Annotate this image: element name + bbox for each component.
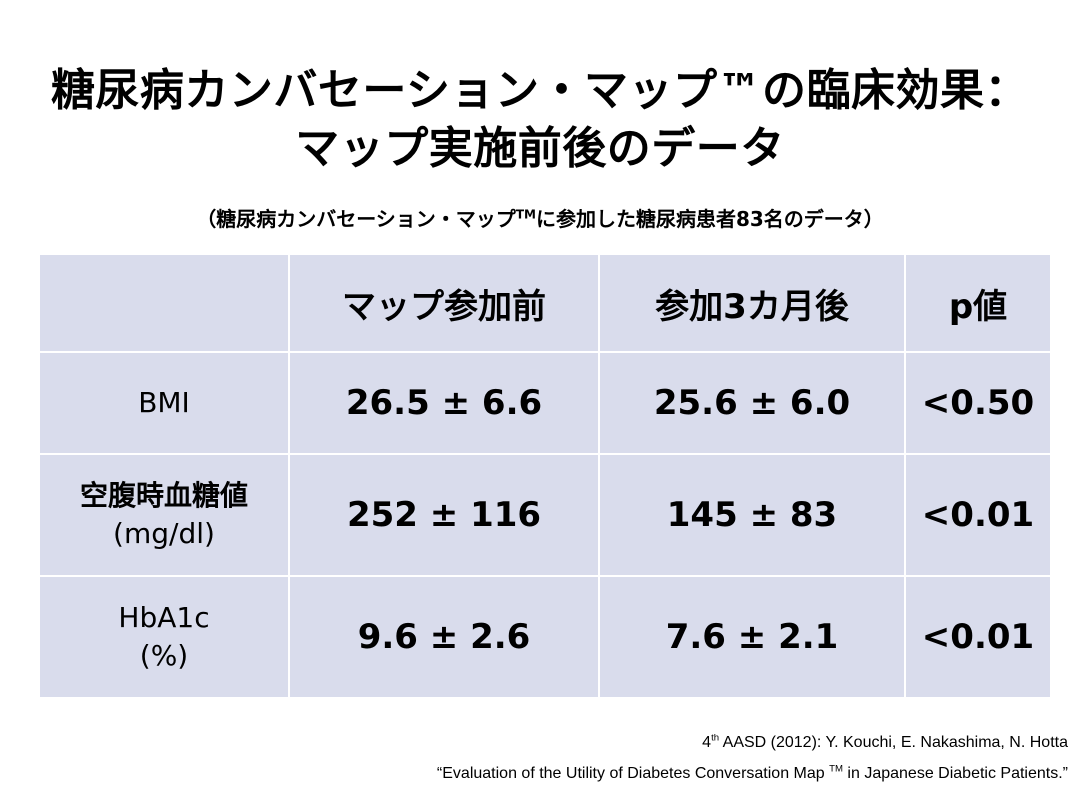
header-p-value: p値 [904, 253, 1052, 353]
subtitle-after: に参加した糖尿病患者83名のデータ） [535, 207, 884, 231]
row-label: HbA1c (%) [38, 575, 290, 699]
row-label-name: HbA1c [118, 601, 210, 634]
citation-authors: AASD (2012): Y. Kouchi, E. Nakashima, N.… [719, 734, 1068, 751]
table-header-row: マップ参加前 参加3カ月後 p値 [38, 253, 1052, 353]
slide-title-line1: 糖尿病カンバセーション・マップ™の臨床効果： [50, 65, 1030, 116]
value-after: 7.6 ± 2.1 [598, 575, 906, 699]
citation-title: “Evaluation of the Utility of Diabetes C… [436, 763, 1068, 783]
results-table: マップ参加前 参加3カ月後 p値 BMI 26.5 ± 6.6 25.6 ± 6… [38, 253, 1052, 699]
table-row: HbA1c (%) 9.6 ± 2.6 7.6 ± 2.1 <0.01 [38, 575, 1052, 699]
row-label-unit: (%) [139, 639, 189, 672]
row-label-name: 空腹時血糖値 [79, 479, 248, 512]
row-label: 空腹時血糖値 (mg/dl) [38, 453, 290, 577]
citation-source: 4th AASD (2012): Y. Kouchi, E. Nakashima… [702, 732, 1068, 752]
header-before-map: マップ参加前 [288, 253, 600, 353]
table-row: BMI 26.5 ± 6.6 25.6 ± 6.0 <0.50 [38, 351, 1052, 455]
row-label: BMI [38, 351, 290, 455]
p-value: <0.01 [904, 575, 1052, 699]
slide-subtitle: （糖尿病カンバセーション・マップTMに参加した糖尿病患者83名のデータ） [0, 204, 1080, 234]
citation-title-after: in Japanese Diabetic Patients.” [842, 765, 1068, 782]
value-before: 252 ± 116 [288, 453, 600, 577]
subtitle-before: （糖尿病カンバセーション・マップ [196, 207, 516, 231]
row-label-unit: (mg/dl) [113, 517, 215, 550]
citation-number: 4 [702, 734, 712, 751]
citation-ordinal: th [711, 732, 720, 744]
slide-title: 糖尿病カンバセーション・マップ™の臨床効果： マップ実施前後のデータ [0, 62, 1080, 178]
slide-title-line2: マップ実施前後のデータ [295, 123, 785, 174]
value-before: 9.6 ± 2.6 [288, 575, 600, 699]
value-after: 145 ± 83 [598, 453, 906, 577]
p-value: <0.50 [904, 351, 1052, 455]
value-after: 25.6 ± 6.0 [598, 351, 906, 455]
header-after-3-months: 参加3カ月後 [598, 253, 906, 353]
row-label-name: BMI [138, 386, 190, 419]
p-value: <0.01 [904, 453, 1052, 577]
value-before: 26.5 ± 6.6 [288, 351, 600, 455]
header-blank [38, 253, 290, 353]
subtitle-trademark: TM [515, 207, 536, 222]
citation-title-before: “Evaluation of the Utility of Diabetes C… [436, 765, 830, 782]
citation-trademark: TM [829, 763, 843, 775]
table-row: 空腹時血糖値 (mg/dl) 252 ± 116 145 ± 83 <0.01 [38, 453, 1052, 577]
